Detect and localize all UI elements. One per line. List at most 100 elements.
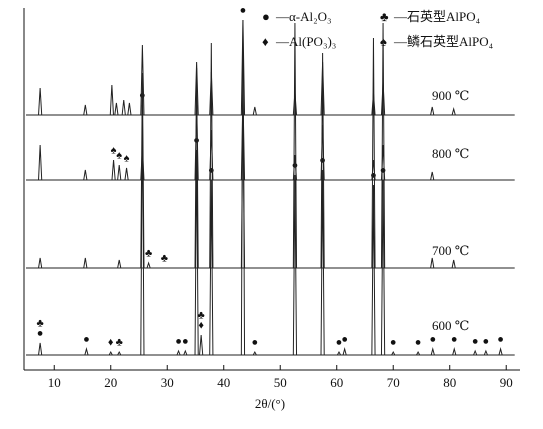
series-label: 900 ℃	[432, 88, 469, 103]
peak	[320, 61, 325, 116]
peak	[292, 91, 298, 116]
peak	[320, 124, 325, 181]
x-tick-label: 40	[217, 375, 230, 390]
series-label: 600 ℃	[432, 318, 469, 333]
peak	[380, 144, 386, 181]
peak-marker: ●	[292, 160, 299, 172]
peak	[252, 350, 257, 356]
peak	[380, 22, 386, 269]
peak	[114, 102, 119, 116]
peak	[416, 350, 421, 356]
peak	[127, 102, 132, 116]
peak	[452, 347, 457, 356]
peak	[176, 349, 181, 356]
x-tick-label: 60	[330, 375, 343, 390]
peak-marker: ●	[341, 334, 348, 346]
peak-marker: ●	[182, 336, 189, 348]
x-tick-label: 10	[48, 375, 61, 390]
peak	[430, 106, 435, 116]
peak	[117, 164, 122, 181]
peak	[108, 350, 113, 356]
peak-marker: ●	[497, 334, 504, 346]
peak	[38, 257, 43, 269]
peak	[473, 349, 478, 356]
peak	[117, 259, 122, 269]
peak	[83, 169, 88, 181]
peak	[451, 259, 456, 269]
peak	[498, 347, 503, 356]
x-tick-label: 50	[274, 375, 287, 390]
legend-text: —石英型AlPO₄	[393, 9, 481, 24]
peak-marker: ♦	[108, 337, 114, 349]
legend-symbol: ♦	[262, 34, 269, 49]
peak	[430, 257, 435, 269]
peak-marker: ♣	[116, 337, 123, 349]
peak	[430, 347, 435, 356]
peak	[240, 94, 246, 181]
peak	[38, 144, 43, 181]
peak-marker: ●	[37, 328, 44, 340]
peak-marker: ♦	[198, 320, 204, 332]
peak	[371, 37, 376, 269]
peak-marker: ●	[251, 337, 258, 349]
peak	[121, 99, 126, 116]
peak-marker: ●	[390, 337, 397, 349]
peak-marker: ♣	[37, 318, 44, 330]
peak	[430, 171, 435, 181]
x-tick-label: 70	[387, 375, 400, 390]
peak-marker: ♣	[161, 253, 168, 265]
peak	[146, 261, 151, 269]
x-tick-label: 20	[104, 375, 117, 390]
legend-text: —Al(PO₃)₃	[275, 34, 336, 49]
peak	[84, 347, 89, 356]
x-axis-label: 2θ/(°)	[255, 396, 285, 411]
peak-marker: ●	[370, 170, 377, 182]
x-tick-label: 80	[443, 375, 456, 390]
peak	[199, 334, 204, 356]
peak	[342, 347, 347, 356]
peak-marker: ♣	[198, 310, 205, 322]
peak	[292, 174, 298, 356]
peak	[240, 19, 246, 116]
x-tick-label: 30	[161, 375, 174, 390]
series-label: 700 ℃	[432, 243, 469, 258]
peak	[451, 107, 456, 116]
peak	[380, 81, 386, 116]
peak-marker: ●	[472, 336, 479, 348]
peak	[83, 104, 88, 116]
legend-text: —鳞石英型AlPO₄	[393, 34, 494, 49]
legend-symbol: ♣	[380, 9, 389, 24]
peak	[194, 104, 199, 181]
legend-symbol: ●	[262, 9, 270, 24]
legend-text: —α-Al₂O₃	[275, 9, 332, 24]
peak	[38, 87, 43, 116]
peak-marker: ●	[175, 336, 182, 348]
peak	[292, 154, 298, 181]
peak	[209, 42, 214, 269]
peak	[140, 72, 145, 269]
peak-marker: ●	[483, 336, 490, 348]
peak	[183, 349, 188, 356]
peak	[320, 169, 325, 356]
peak-marker: ♠	[124, 153, 130, 165]
peak	[124, 167, 129, 181]
peak	[209, 71, 214, 116]
peak-marker: ●	[451, 334, 458, 346]
peak	[483, 349, 488, 356]
series-label: 800 ℃	[432, 146, 469, 161]
peak	[336, 350, 342, 356]
peak	[252, 106, 257, 116]
peak-marker: ●	[415, 337, 422, 349]
peak-marker: ♠	[116, 150, 122, 162]
peak	[194, 61, 199, 116]
peak	[194, 149, 199, 356]
peak-marker: ●	[429, 334, 436, 346]
peak	[320, 52, 325, 269]
peak	[371, 92, 376, 116]
peak	[117, 350, 122, 356]
peak-marker: ♣	[145, 248, 152, 260]
peak	[140, 147, 145, 181]
peak-marker: ●	[380, 165, 387, 177]
peak-marker: ●	[193, 135, 200, 147]
